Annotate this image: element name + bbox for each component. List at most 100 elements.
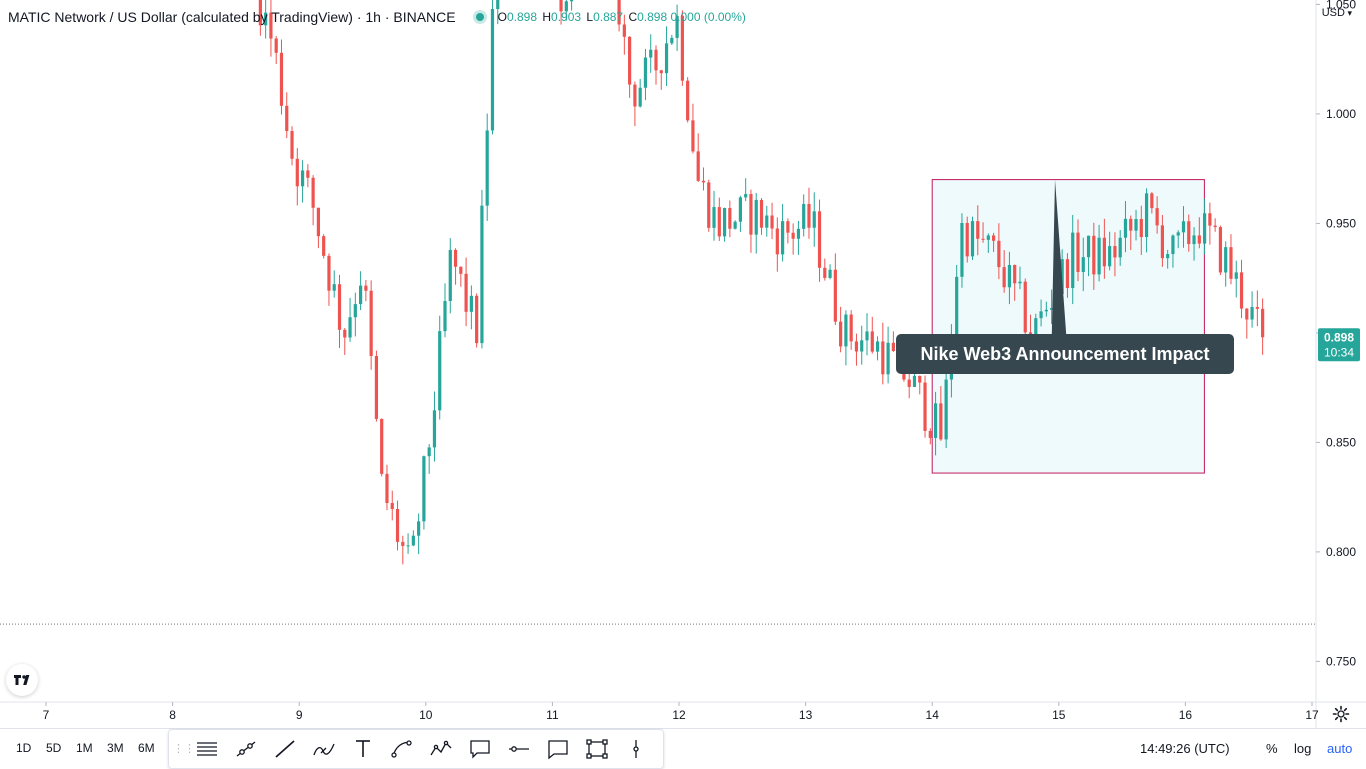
candle [664,26,669,87]
candle [939,386,943,441]
candle-body [939,403,943,440]
candle-body [965,222,969,257]
curve-icon[interactable] [382,734,421,764]
timeframe-6m[interactable]: 6M [138,741,155,755]
candle [1081,237,1085,292]
candle-body [459,266,463,274]
candle [643,48,648,101]
candle-body [791,232,795,239]
currency-selector[interactable]: USD [1322,7,1352,19]
candle [823,258,827,281]
candle [722,207,727,242]
candle-body [1150,193,1154,209]
timeframe-5d[interactable]: 5D [46,741,62,755]
candle-body [1197,235,1201,244]
candle [316,207,321,249]
symbol-title[interactable]: MATIC Network / US Dollar (calculated by… [8,9,456,25]
candle [1166,249,1170,269]
candle [981,222,985,243]
candle [401,535,405,565]
candle [1002,250,1006,293]
price-tick-label: 1.000 [1326,107,1356,121]
line-icon[interactable] [265,734,304,764]
candle [1245,308,1249,339]
candle-body [258,0,262,26]
candle [1007,251,1012,305]
candle-body [1171,235,1175,255]
candle-body [833,269,837,322]
candle-body [955,276,959,340]
tradingview-logo-icon[interactable] [6,664,38,696]
candle-body [1023,281,1027,333]
candle [322,234,326,259]
candle [828,264,832,280]
timeframe-1d[interactable]: 1D [16,741,32,755]
candle [817,199,822,282]
candle [976,205,980,256]
low-label: L [586,10,594,24]
callout-icon[interactable] [460,734,499,764]
candle [701,167,706,191]
menu-lines-icon[interactable] [187,734,226,764]
time-tick-label: 10 [419,708,433,722]
candle-body [828,269,832,278]
candle [480,189,484,349]
candle [417,513,421,555]
auto-scale-toggle[interactable]: auto [1327,741,1353,756]
candle [1255,290,1259,327]
candle [654,45,658,85]
candle-body [1166,254,1170,259]
candle [955,264,959,344]
candle [1118,230,1122,266]
annotation-callout[interactable]: Nike Web3 Announcement Impact [896,179,1234,374]
time-tick-label: 14 [926,708,940,722]
candle [923,375,927,438]
utc-clock[interactable]: 14:49:26 (UTC) [1140,741,1230,756]
candle-body [960,222,964,277]
candle [1250,291,1254,328]
callout-box [896,334,1234,374]
candle [849,310,853,350]
time-tick-label: 15 [1052,708,1066,722]
candle [353,292,357,337]
candle-body [417,521,421,536]
candle [359,271,363,311]
candle [675,4,679,51]
horizontal-ray-icon[interactable] [499,734,538,764]
text-icon[interactable] [343,734,382,764]
candle [696,133,700,182]
market-status-dot[interactable] [475,13,484,21]
candle-body [691,120,695,152]
candle-body [981,238,985,240]
brush-icon[interactable] [304,734,343,764]
candle [448,238,452,314]
comment-icon[interactable] [538,734,577,764]
candle [928,428,932,445]
percent-scale-toggle[interactable]: % [1266,741,1278,756]
cursor-icon[interactable] [616,734,655,764]
candle-body [628,36,632,85]
change-value: 0.000 (0.00%) [670,10,746,24]
candle-body [1076,232,1080,273]
candle [274,35,278,65]
timeframe-3m[interactable]: 3M [107,741,124,755]
trend-line-icon[interactable] [226,734,265,764]
candle [933,391,938,456]
timeframe-1m[interactable]: 1M [76,741,93,755]
candle-body [712,207,716,228]
log-scale-toggle[interactable]: log [1294,741,1312,756]
candle-body [781,221,785,255]
candle [970,216,975,260]
candle-body [933,403,938,438]
candle [464,257,468,327]
candle-body [1002,267,1006,288]
candle-body [496,0,500,10]
candle [833,253,837,325]
candle [380,418,384,477]
gear-icon[interactable] [1332,705,1350,723]
rectangle-icon[interactable] [577,734,616,764]
pattern-icon[interactable] [421,734,460,764]
drag-handle-icon[interactable]: ⋮⋮ [173,743,195,755]
